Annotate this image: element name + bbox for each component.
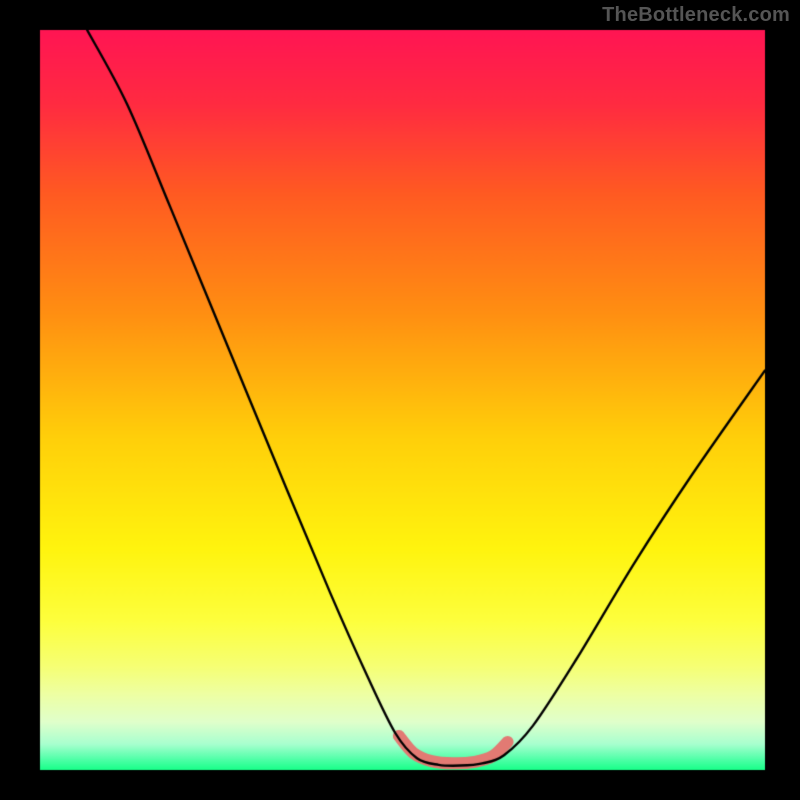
watermark-text: TheBottleneck.com [602,4,790,27]
bottleneck-curve-chart [0,0,800,800]
